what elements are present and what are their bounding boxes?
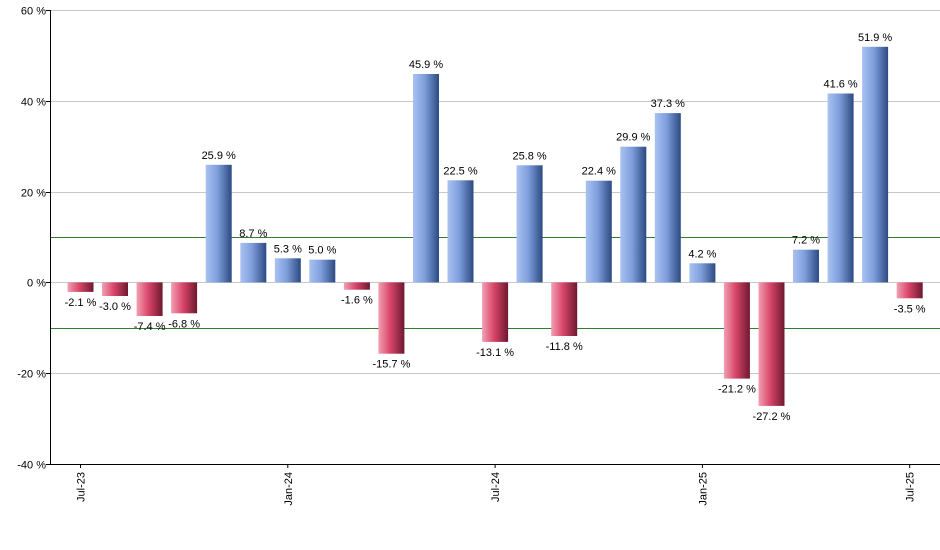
data-labels: -2.1 % -3.0 %-7.4 % -6.8 % 25.9 % 8.7 % 5.3 %… bbox=[65, 32, 926, 423]
data-label: -13.1 % bbox=[476, 347, 514, 359]
bar bbox=[343, 282, 370, 290]
bar bbox=[862, 46, 889, 283]
bar bbox=[585, 180, 612, 283]
data-label: 29.9 % bbox=[616, 132, 650, 144]
data-label: -21.2 % bbox=[718, 384, 756, 396]
bar bbox=[827, 93, 854, 283]
bar bbox=[309, 259, 336, 283]
x-tick-label: Jul-24 bbox=[490, 472, 502, 502]
data-label: 22.5 % bbox=[443, 165, 477, 177]
data-label: 51.9 % bbox=[858, 32, 892, 44]
bar bbox=[896, 282, 923, 299]
bar bbox=[482, 282, 509, 342]
bar bbox=[67, 282, 94, 292]
bars bbox=[67, 46, 923, 406]
data-label: 22.4 % bbox=[582, 166, 616, 178]
y-tick-label: -40 % bbox=[17, 460, 46, 472]
bar bbox=[447, 180, 474, 283]
data-label: 4.2 % bbox=[688, 248, 716, 260]
x-tick-label: Jul-25 bbox=[905, 472, 917, 502]
x-tick-label: Jan-24 bbox=[283, 472, 295, 506]
bar bbox=[689, 263, 716, 283]
data-label: 25.8 % bbox=[512, 150, 546, 162]
data-label: -3.0 % bbox=[99, 301, 131, 313]
bar bbox=[758, 282, 785, 406]
bar bbox=[793, 249, 819, 283]
y-tick-label: 20 % bbox=[21, 188, 46, 200]
data-label: 5.0 % bbox=[308, 245, 336, 257]
bar bbox=[551, 282, 578, 336]
bar bbox=[171, 282, 198, 314]
y-tick-label: -20 % bbox=[17, 369, 46, 381]
bar bbox=[136, 282, 163, 316]
bar bbox=[413, 74, 439, 283]
data-label: -2.1 % bbox=[65, 297, 97, 309]
data-label: -6.8 % bbox=[168, 318, 200, 330]
axes: 60 % 40 % 20 % 0 % -20 % -40 % Jul-23 Jan-24 Jul… bbox=[17, 6, 940, 506]
y-tick-label: 40 % bbox=[21, 97, 46, 109]
data-label: -3.5 % bbox=[894, 303, 926, 315]
bar bbox=[205, 164, 232, 283]
data-label: -15.7 % bbox=[372, 359, 410, 371]
data-label: 41.6 % bbox=[823, 79, 857, 91]
data-label: 25.9 % bbox=[202, 150, 236, 162]
data-label: -1.6 % bbox=[341, 295, 373, 307]
data-label: 5.3 % bbox=[274, 243, 302, 255]
data-label: 37.3 % bbox=[651, 98, 685, 110]
data-label: -11.8 % bbox=[546, 341, 583, 353]
data-label: 7.2 % bbox=[792, 235, 820, 247]
bar bbox=[240, 242, 267, 283]
x-tick-label: Jul-23 bbox=[76, 472, 88, 502]
bar bbox=[102, 282, 128, 296]
bar bbox=[274, 258, 301, 283]
bar bbox=[654, 113, 681, 283]
bar bbox=[723, 282, 750, 379]
bar bbox=[620, 146, 647, 283]
data-label: 45.9 % bbox=[409, 59, 443, 71]
bar bbox=[378, 282, 405, 354]
y-tick-label: 60 % bbox=[21, 6, 46, 18]
data-label: -27.2 % bbox=[753, 411, 791, 423]
x-tick-label: Jan-25 bbox=[697, 472, 709, 506]
data-label: -7.4 % bbox=[134, 321, 166, 333]
bar bbox=[516, 165, 543, 283]
y-tick-label: 0 % bbox=[27, 278, 46, 290]
data-label: 8.7 % bbox=[239, 228, 267, 240]
